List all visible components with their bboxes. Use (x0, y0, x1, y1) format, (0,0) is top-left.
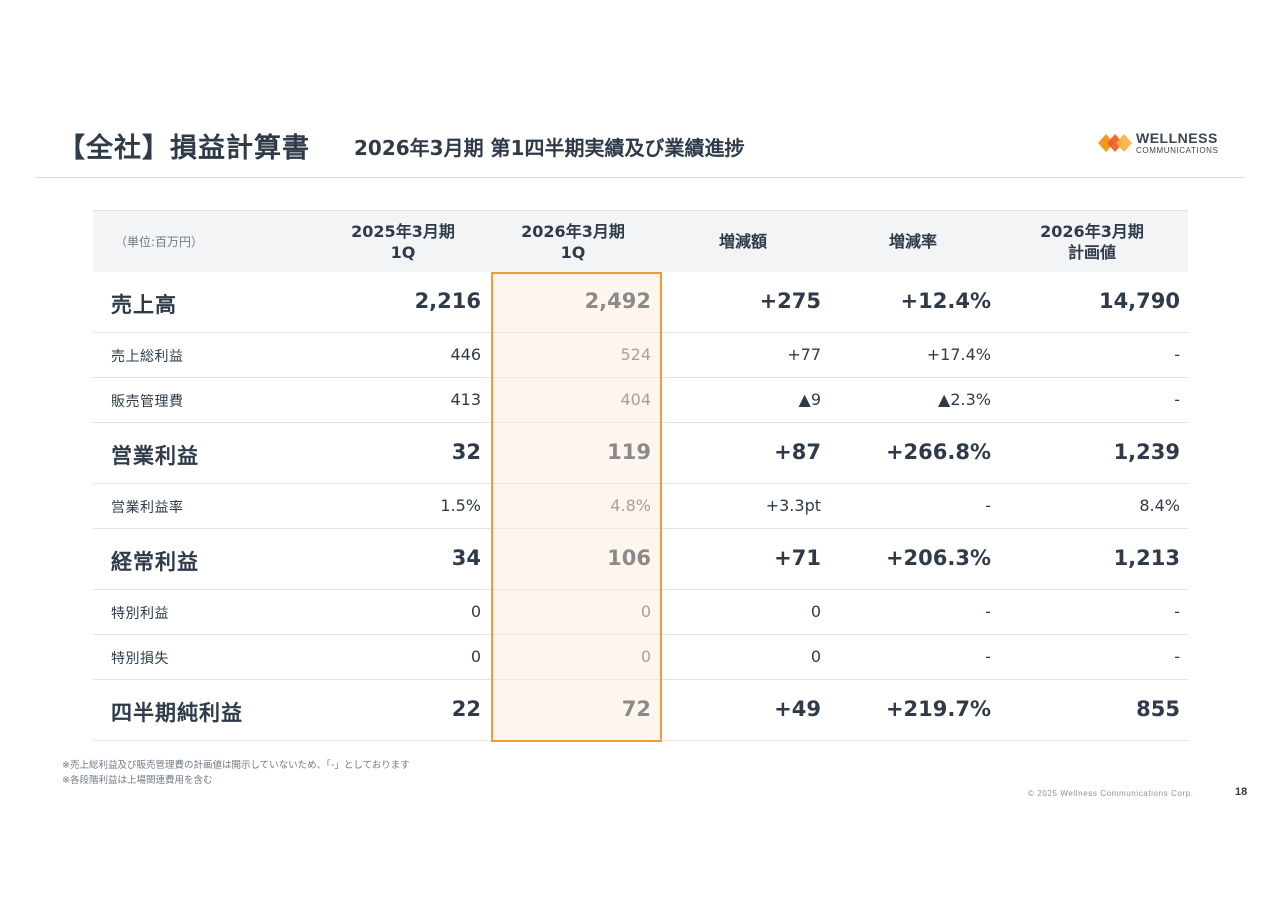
table-row-net-income: 四半期純利益 22 72 +49 +219.7% 855 (93, 680, 1188, 741)
cell-curr: 0 (640, 602, 651, 621)
cell-plan: 855 (1136, 697, 1180, 721)
cell-change: +71 (774, 546, 821, 570)
cell-curr: 524 (620, 345, 651, 364)
cell-rate: - (985, 602, 991, 621)
row-label: 営業利益率 (111, 500, 184, 516)
cell-rate: +219.7% (885, 697, 991, 721)
cell-curr: 119 (607, 440, 651, 464)
cell-prev: 22 (451, 697, 481, 721)
col-header-change-amount: 増減額 (718, 232, 767, 251)
cell-change: +77 (787, 345, 821, 364)
logo-wordmark: WELLNESS (1136, 130, 1218, 146)
footnotes: ※売上総利益及び販売管理費の計画値は開示していないため、「-」としております ※… (62, 758, 410, 788)
row-label: 特別利益 (111, 606, 169, 622)
cell-prev: 1.5% (440, 496, 481, 515)
cell-rate: +12.4% (900, 289, 991, 313)
row-label: 四半期純利益 (111, 701, 243, 725)
income-statement-table: （単位:百万円） 2025年3月期 1Q 2026年3月期 1Q 増減額 増減率 2… (93, 210, 1188, 741)
cell-rate: +17.4% (926, 345, 991, 364)
cell-rate: - (985, 647, 991, 666)
cell-change: 0 (810, 647, 821, 666)
table-row-gross-profit: 売上総利益 446 524 +77 +17.4% - (93, 333, 1188, 378)
cell-rate: +266.8% (885, 440, 991, 464)
table-row-extraordinary-income: 特別利益 0 0 0 - - (93, 590, 1188, 635)
cell-plan: - (1174, 602, 1180, 621)
cell-prev: 0 (470, 602, 481, 621)
cell-prev: 413 (450, 390, 481, 409)
page-title: 【全社】損益計算書 (58, 133, 310, 164)
cell-plan: 8.4% (1139, 496, 1180, 515)
cell-rate: +206.3% (885, 546, 991, 570)
cell-prev: 32 (451, 440, 481, 464)
cell-plan: - (1174, 345, 1180, 364)
unit-label: （単位:百万円） (115, 235, 204, 249)
row-label: 販売管理費 (111, 394, 184, 410)
col-header-change-rate: 増減率 (888, 232, 937, 251)
cell-prev: 446 (450, 345, 481, 364)
cell-curr: 404 (620, 390, 651, 409)
table-row-sga: 販売管理費 413 404 ▲9 ▲2.3% - (93, 378, 1188, 423)
page-subtitle: 2026年3月期 第1四半期実績及び業績進捗 (354, 136, 745, 160)
table-row-extraordinary-loss: 特別損失 0 0 0 - - (93, 635, 1188, 680)
cell-change: +49 (774, 697, 821, 721)
footnote: ※売上総利益及び販売管理費の計画値は開示していないため、「-」としております (62, 760, 410, 771)
row-label: 売上総利益 (111, 349, 184, 365)
row-label: 営業利益 (111, 444, 199, 468)
table-row-revenue: 売上高 2,216 2,492 +275 +12.4% 14,790 (93, 272, 1188, 333)
logo-subtext: COMMUNICATIONS (1136, 146, 1219, 155)
cell-prev: 34 (451, 546, 481, 570)
col-header-curr-1q: 2026年3月期 1Q (521, 222, 625, 262)
copyright: © 2025 Wellness Communications Corp. (1028, 789, 1194, 798)
cell-rate: ▲2.3% (938, 390, 991, 409)
footnote: ※各段階利益は上場関連費用を含む (62, 775, 213, 786)
cell-curr: 72 (621, 697, 651, 721)
cell-change: +275 (759, 289, 821, 313)
cell-rate: - (985, 496, 991, 515)
cell-plan: 14,790 (1098, 289, 1180, 313)
cell-curr: 0 (640, 647, 651, 666)
cell-plan: 1,213 (1113, 546, 1180, 570)
table-row-ordinary-profit: 経常利益 34 106 +71 +206.3% 1,213 (93, 529, 1188, 590)
table-row-operating-margin: 営業利益率 1.5% 4.8% +3.3pt - 8.4% (93, 484, 1188, 529)
cell-prev: 0 (470, 647, 481, 666)
table-header: （単位:百万円） 2025年3月期 1Q 2026年3月期 1Q 増減額 増減率 2… (93, 210, 1188, 272)
cell-prev: 2,216 (414, 289, 481, 313)
logo-mark-icon (1098, 134, 1132, 152)
col-header-prev-1q: 2025年3月期 1Q (351, 222, 455, 262)
company-logo: WELLNESS COMMUNICATIONS (1098, 130, 1228, 160)
cell-change: +3.3pt (765, 496, 821, 515)
cell-plan: - (1174, 390, 1180, 409)
row-label: 経常利益 (111, 550, 199, 574)
cell-change: 0 (810, 602, 821, 621)
cell-change: ▲9 (798, 390, 821, 409)
row-label: 売上高 (111, 293, 177, 317)
cell-plan: 1,239 (1113, 440, 1180, 464)
row-label: 特別損失 (111, 651, 169, 667)
cell-curr: 4.8% (610, 496, 651, 515)
cell-curr: 2,492 (584, 289, 651, 313)
header-divider (35, 177, 1245, 178)
page-number: 18 (1235, 786, 1248, 798)
cell-plan: - (1174, 647, 1180, 666)
cell-curr: 106 (607, 546, 651, 570)
cell-change: +87 (774, 440, 821, 464)
current-period-highlight (491, 272, 662, 742)
table-row-operating-profit: 営業利益 32 119 +87 +266.8% 1,239 (93, 423, 1188, 484)
col-header-plan: 2026年3月期 計画値 (1040, 222, 1144, 262)
